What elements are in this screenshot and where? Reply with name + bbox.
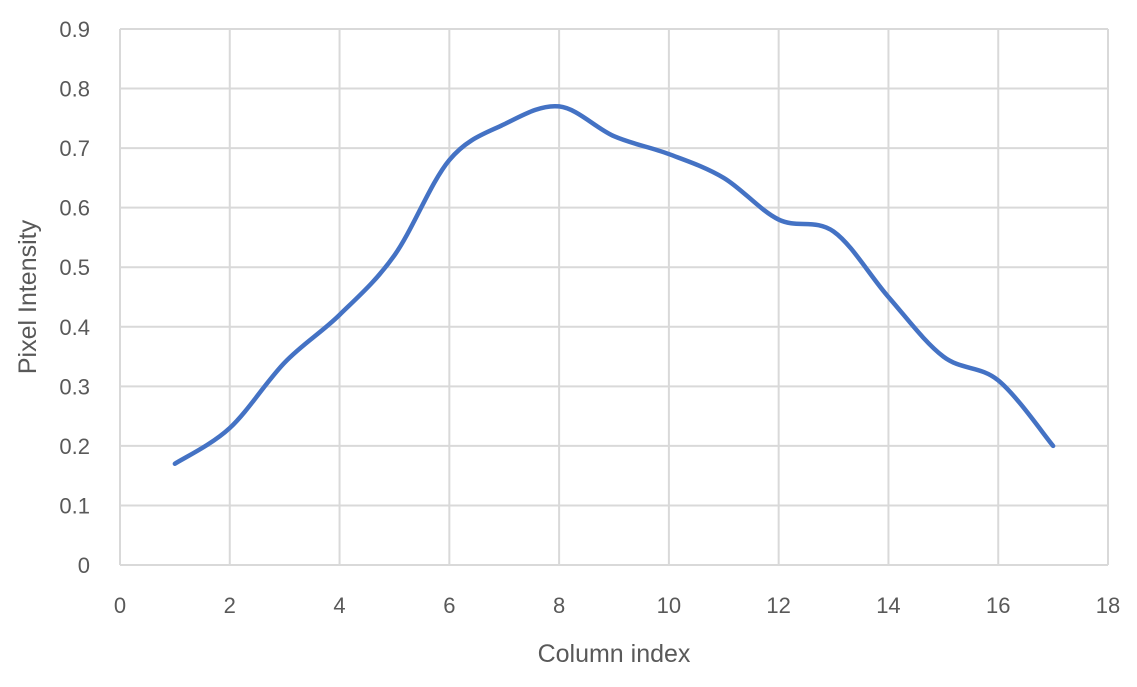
y-tick-label: 0.7 — [59, 136, 90, 161]
y-axis-title: Pixel Intensity — [14, 219, 42, 374]
y-tick-label: 0.2 — [59, 434, 90, 459]
series-layer — [172, 104, 1056, 467]
x-tick-label: 14 — [876, 593, 900, 618]
y-axis-tick-labels: 0 0.1 0.2 0.3 0.4 0.5 0.6 0.7 0.8 0.9 — [59, 17, 90, 578]
x-tick-label: 12 — [766, 593, 790, 618]
y-tick-label: 0.9 — [59, 17, 90, 42]
x-tick-label: 6 — [443, 593, 455, 618]
x-tick-label: 10 — [657, 593, 681, 618]
x-tick-label: 16 — [986, 593, 1010, 618]
x-axis-tick-labels: 0 2 4 6 8 10 12 14 16 18 — [114, 593, 1120, 618]
x-tick-label: 18 — [1096, 593, 1120, 618]
x-tick-label: 8 — [553, 593, 565, 618]
x-tick-label: 4 — [333, 593, 345, 618]
y-tick-label: 0.4 — [59, 315, 90, 340]
y-tick-label: 0.1 — [59, 493, 90, 518]
x-tick-label: 0 — [114, 593, 126, 618]
x-tick-label: 2 — [224, 593, 236, 618]
horizontal-gridlines — [120, 28, 1108, 566]
x-axis-title: Column index — [538, 640, 691, 668]
y-tick-label: 0.5 — [59, 255, 90, 280]
y-tick-label: 0.8 — [59, 77, 90, 102]
vertical-gridlines — [119, 29, 1109, 565]
series-line — [172, 104, 1056, 467]
y-tick-label: 0.3 — [59, 374, 90, 399]
y-tick-label: 0 — [78, 553, 90, 578]
y-tick-label: 0.6 — [59, 196, 90, 221]
